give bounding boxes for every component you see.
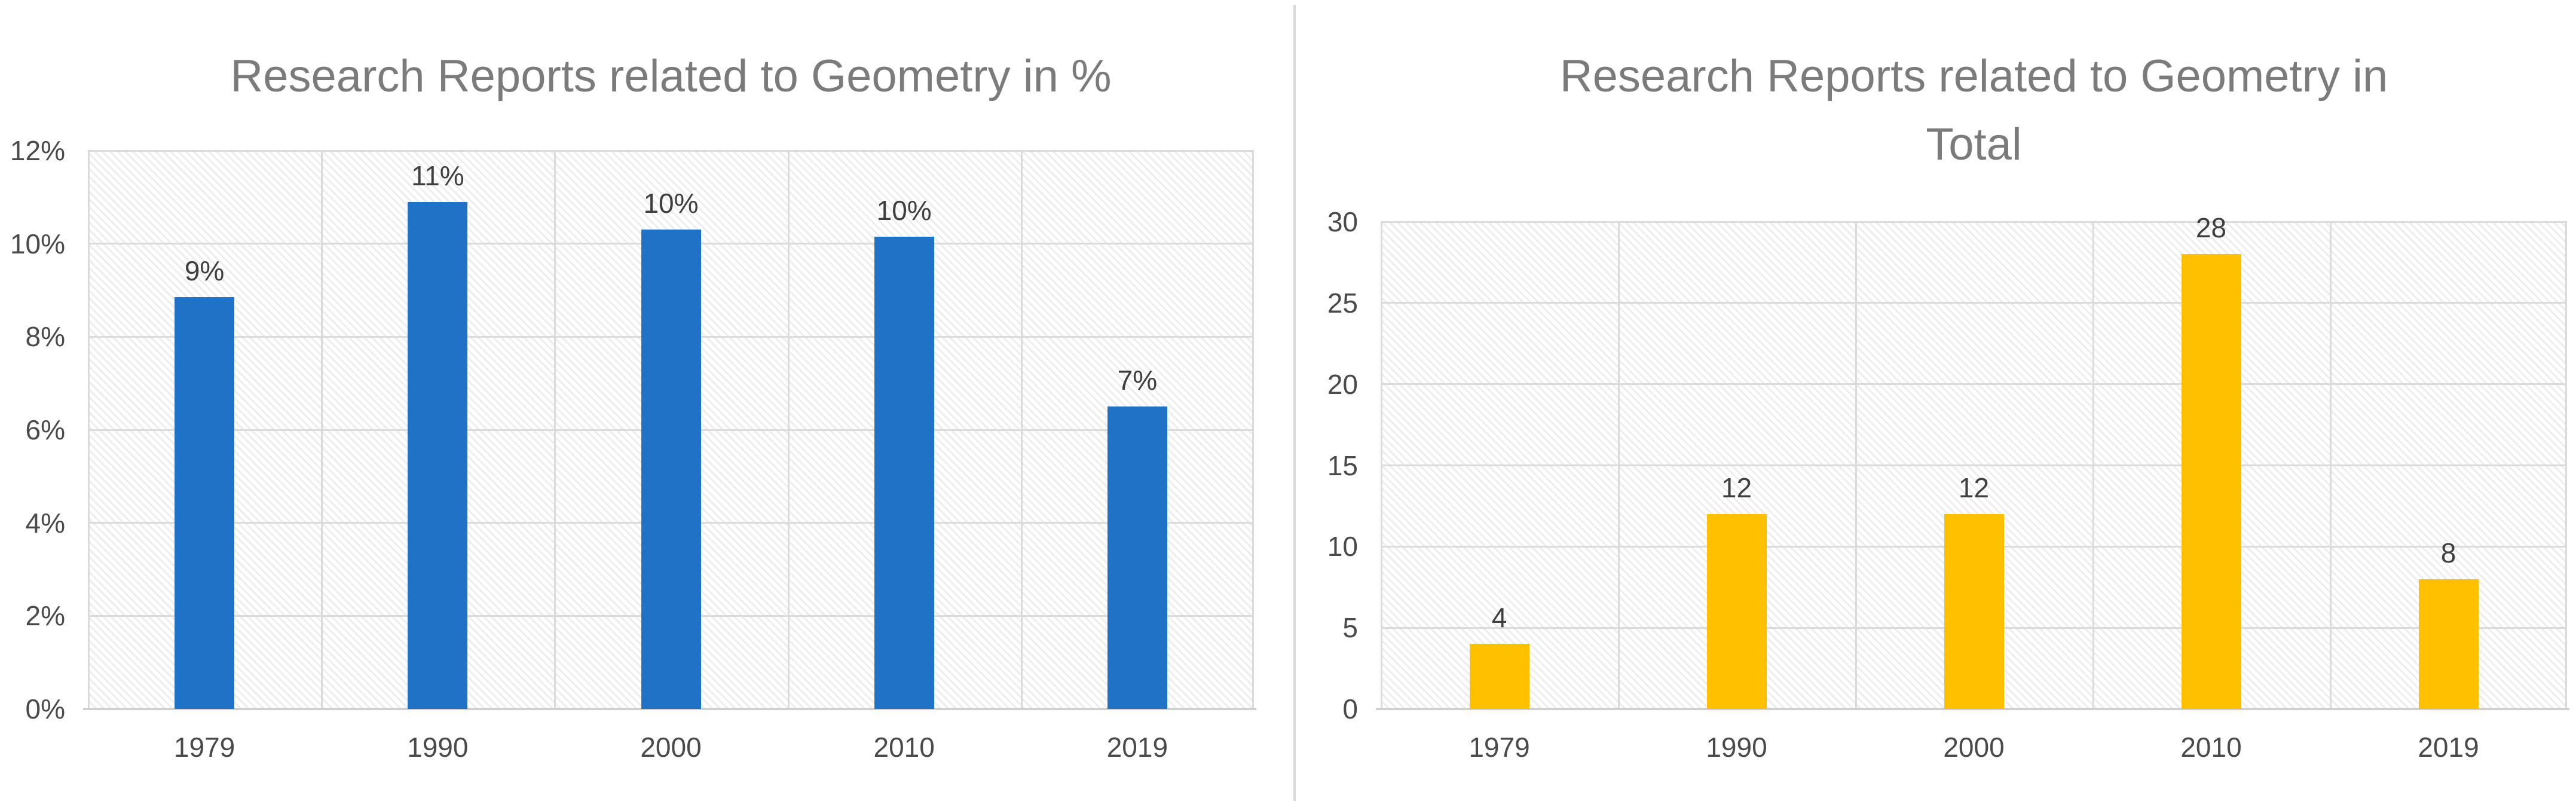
x-tick-label: 1979 [173,732,235,763]
y-tick-label: 0 [1342,693,1358,725]
h-gridline [1381,464,2567,466]
bar [1706,514,1767,709]
y-tick-label: 5 [1342,612,1358,644]
chart-percent-plot-area: 0% 2% 4% 6% 8% 10% 12% 9% 1979 11% 1990 10% 2000 10% 2… [10,135,1256,763]
y-tick-label: 25 [1327,287,1358,319]
x-tick-label: 2000 [1943,732,2005,763]
bar-value-label: 28 [2195,212,2227,244]
bar-value-label: 4 [1491,602,1507,634]
bar [641,230,701,709]
v-gridline [554,151,556,709]
v-gridline [1381,222,1382,709]
bar-value-label: 11% [411,160,464,191]
x-tick-label: 2010 [2180,732,2242,763]
v-gridline [88,151,90,709]
y-tick-label: 6% [25,414,65,445]
y-tick-label: 15 [1327,450,1358,481]
v-gridline [2092,222,2094,709]
bar [1469,644,1529,709]
x-tick-label: 2000 [640,732,702,763]
chart-total-title-line2: Total [1926,119,2022,170]
x-axis-line [83,708,1256,710]
bar-value-label: 10% [643,188,699,219]
y-tick-label: 2% [25,600,65,632]
bar [2418,579,2479,709]
y-tick-label: 10 [1327,531,1358,563]
x-axis-line [1376,708,2569,710]
v-gridline [787,151,790,709]
bar [408,201,468,709]
v-gridline [1020,151,1023,709]
y-tick-label: 30 [1327,206,1358,237]
bar-value-label: 12 [1958,472,1990,503]
bar [175,297,235,709]
v-gridline [2330,222,2332,709]
v-gridline [321,151,323,709]
chart-total-plot-area: 0 5 10 15 20 25 30 4 1979 12 1990 12 2000 28 2010 8 2019 [1327,206,2569,763]
chart-percent-title: Research Reports related to Geometry in … [230,51,1112,102]
x-tick-label: 1990 [407,732,469,763]
bar-value-label: 7% [1117,365,1158,396]
chart-total-title-line1: Research Reports related to Geometry in [1559,51,2388,102]
y-tick-label: 20 [1327,368,1358,400]
y-tick-label: 0% [25,693,65,725]
h-gridline [1381,383,2567,386]
h-gridline [1381,302,2567,304]
v-gridline [1618,222,1620,709]
bar-value-label: 8 [2440,537,2456,568]
v-gridline [1252,151,1254,709]
bar-value-label: 12 [1721,472,1752,503]
x-tick-label: 1979 [1468,732,1530,763]
bar-value-label: 10% [876,195,932,226]
h-gridline [88,149,1254,152]
panel-divider [1293,5,1296,801]
h-gridline [1381,221,2567,223]
bar [1107,406,1167,709]
x-tick-label: 2019 [2418,732,2479,763]
bar [2181,254,2241,709]
v-gridline [1855,222,1857,709]
y-tick-label: 12% [10,135,65,166]
bar [1944,514,2004,709]
bar-value-label: 9% [184,255,225,287]
x-tick-label: 1990 [1706,732,1767,763]
v-gridline [2565,222,2567,709]
chart-total-title: Research Reports related to Geometry in … [1381,42,2567,179]
y-tick-label: 8% [25,321,65,353]
bar [874,237,934,709]
y-tick-label: 4% [25,507,65,539]
y-tick-label: 10% [10,228,65,259]
x-tick-label: 2010 [873,732,935,763]
x-tick-label: 2019 [1106,732,1168,763]
